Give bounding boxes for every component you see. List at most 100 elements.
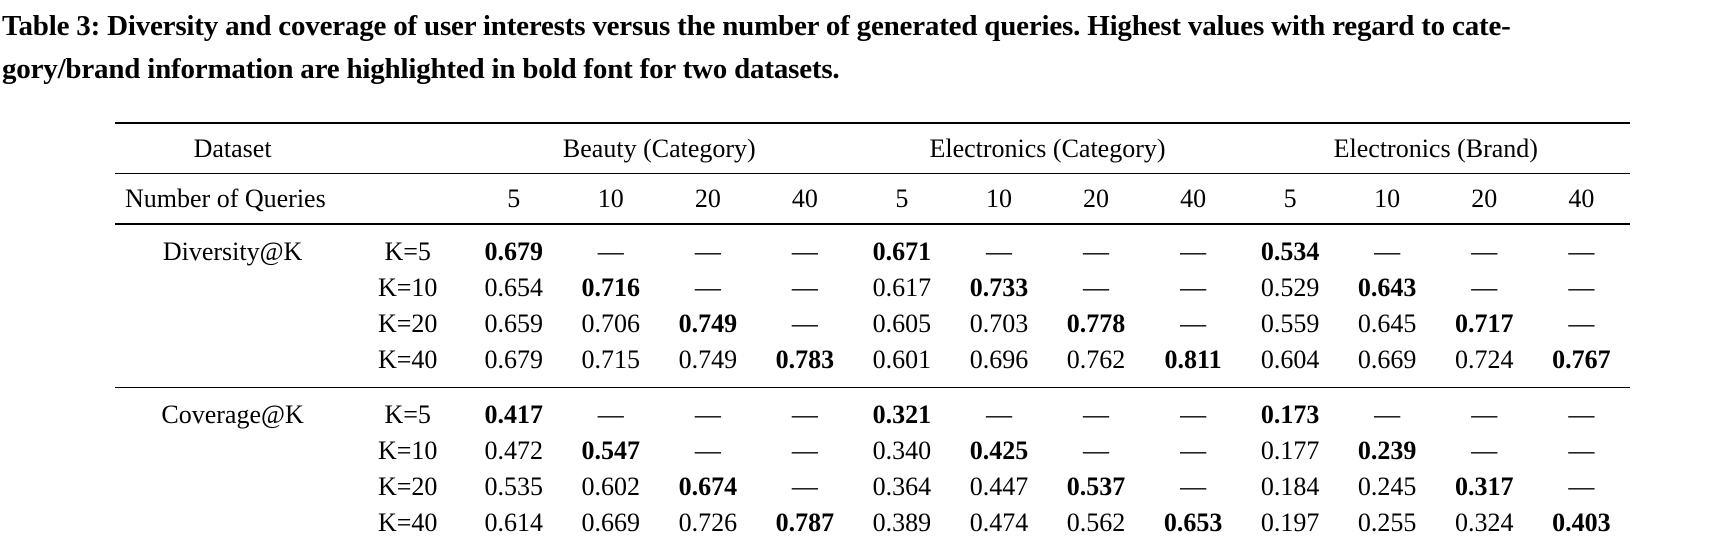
value-cell: 0.547	[581, 436, 641, 465]
value-cell: —	[597, 237, 624, 266]
value-cell: —	[1180, 273, 1207, 302]
value-cell: —	[791, 400, 818, 429]
value-cell: 0.173	[1260, 400, 1320, 429]
k-label: K=10	[377, 436, 438, 465]
value-cell: 0.562	[1066, 508, 1126, 537]
value-cell: 0.715	[581, 345, 641, 374]
value-cell: 0.659	[484, 309, 543, 338]
value-cell: 0.389	[872, 508, 932, 537]
value-cell: —	[1568, 472, 1595, 501]
value-cell: —	[1471, 400, 1498, 429]
value-cell: 0.762	[1066, 345, 1126, 374]
query-count: 40	[1180, 183, 1207, 213]
value-cell: —	[1180, 472, 1207, 501]
value-cell: 0.703	[969, 309, 1029, 338]
value-cell: —	[694, 400, 721, 429]
value-cell: —	[1083, 436, 1110, 465]
value-cell: 0.643	[1357, 273, 1417, 302]
queries-header-label: Number of Queries	[125, 183, 326, 213]
value-cell: 0.726	[678, 508, 738, 537]
value-cell: 0.614	[484, 508, 543, 537]
metric-label-spacer	[115, 433, 350, 469]
group-header-electronics-category: Electronics (Category)	[929, 133, 1166, 163]
value-cell: 0.679	[484, 237, 543, 266]
table-row: K=40 0.679 0.715 0.749 0.783 0.601 0.696…	[115, 342, 1630, 388]
value-cell: 0.653	[1163, 508, 1223, 537]
value-cell: —	[1180, 237, 1207, 266]
value-cell: 0.474	[969, 508, 1029, 537]
value-cell: 0.749	[678, 309, 738, 338]
value-cell: 0.645	[1357, 309, 1417, 338]
metric-label-spacer	[115, 469, 350, 505]
value-cell: 0.749	[678, 345, 738, 374]
k-label: K=40	[377, 345, 438, 374]
value-cell: 0.811	[1164, 345, 1222, 374]
table-caption: Table 3: Diversity and coverage of user …	[0, 0, 1712, 91]
query-count: 40	[791, 183, 818, 213]
value-cell: —	[985, 237, 1012, 266]
value-cell: 0.783	[775, 345, 835, 374]
coverage-block: Coverage@K K=5 0.417 — — — 0.321 — — — 0…	[115, 387, 1630, 550]
value-cell: —	[694, 237, 721, 266]
value-cell: —	[1568, 237, 1595, 266]
value-cell: —	[597, 400, 624, 429]
value-cell: 0.364	[872, 472, 932, 501]
value-cell: 0.197	[1260, 508, 1320, 537]
value-cell: 0.696	[969, 345, 1029, 374]
value-cell: 0.654	[484, 273, 543, 302]
table-row: K=10 0.472 0.547 — — 0.340 0.425 — — 0.1…	[115, 433, 1630, 469]
value-cell: —	[791, 436, 818, 465]
k-label: K=10	[377, 273, 438, 302]
value-cell: —	[1083, 237, 1110, 266]
value-cell: —	[1471, 273, 1498, 302]
spacer-cell	[350, 123, 465, 174]
value-cell: 0.716	[581, 273, 641, 302]
value-cell: —	[1180, 400, 1207, 429]
value-cell: 0.559	[1260, 309, 1320, 338]
group-header-electronics-brand: Electronics (Brand)	[1333, 133, 1538, 163]
value-cell: 0.177	[1260, 436, 1320, 465]
value-cell: 0.778	[1066, 309, 1126, 338]
k-label: K=20	[377, 309, 438, 338]
metric-label: Coverage@K	[161, 400, 304, 429]
value-cell: 0.255	[1357, 508, 1417, 537]
value-cell: 0.403	[1552, 508, 1611, 537]
table-row: Coverage@K K=5 0.417 — — — 0.321 — — — 0…	[115, 388, 1630, 434]
value-cell: —	[1568, 273, 1595, 302]
query-count: 5	[895, 183, 909, 213]
value-cell: —	[791, 273, 818, 302]
value-cell: 0.787	[775, 508, 835, 537]
value-cell: —	[1374, 400, 1401, 429]
value-cell: —	[694, 436, 721, 465]
table-row: K=20 0.535 0.602 0.674 — 0.364 0.447 0.5…	[115, 469, 1630, 505]
metric-label-spacer	[115, 270, 350, 306]
value-cell: 0.184	[1260, 472, 1320, 501]
header-row-queries: Number of Queries 5 10 20 40 5 10 20 40 …	[115, 174, 1630, 224]
value-cell: —	[1180, 309, 1207, 338]
table-row: Diversity@K K=5 0.679 — — — 0.671 — — — …	[115, 224, 1630, 270]
value-cell: 0.447	[969, 472, 1029, 501]
value-cell: 0.604	[1260, 345, 1320, 374]
value-cell: 0.537	[1066, 472, 1126, 501]
value-cell: —	[1471, 237, 1498, 266]
value-cell: 0.617	[872, 273, 932, 302]
value-cell: —	[791, 472, 818, 501]
table-row: K=10 0.654 0.716 — — 0.617 0.733 — — 0.5…	[115, 270, 1630, 306]
value-cell: 0.321	[872, 400, 932, 429]
query-count: 5	[507, 183, 521, 213]
value-cell: 0.674	[678, 472, 738, 501]
query-count: 10	[985, 183, 1012, 213]
value-cell: 0.535	[484, 472, 543, 501]
query-count: 5	[1283, 183, 1297, 213]
value-cell: 0.602	[581, 472, 641, 501]
k-label: K=5	[384, 237, 431, 266]
value-cell: 0.679	[484, 345, 543, 374]
value-cell: 0.239	[1357, 436, 1417, 465]
value-cell: —	[791, 237, 818, 266]
value-cell: 0.669	[581, 508, 641, 537]
value-cell: 0.601	[872, 345, 932, 374]
header-row-dataset: Dataset Beauty (Category) Electronics (C…	[115, 123, 1630, 174]
caption-line-2: gory/brand information are highlighted i…	[2, 53, 840, 85]
table-row: K=40 0.614 0.669 0.726 0.787 0.389 0.474…	[115, 505, 1630, 550]
